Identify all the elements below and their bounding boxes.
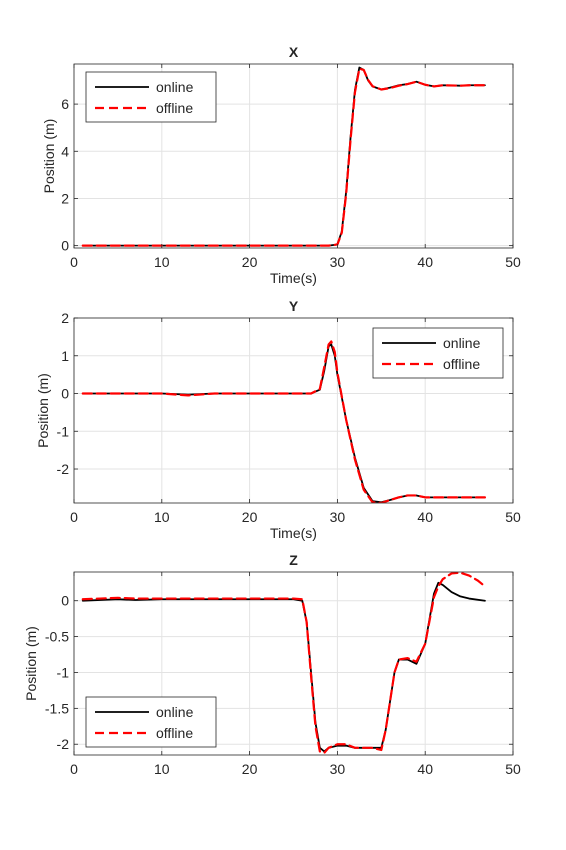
axes-box [73, 63, 514, 249]
x-tick-label: 20 [242, 761, 258, 777]
x-tick-label: 0 [70, 509, 78, 525]
legend: online offline [85, 71, 217, 123]
y-tick-label: -1 [57, 423, 70, 439]
x-tick-label: 40 [417, 761, 433, 777]
legend-label-offline: offline [443, 356, 480, 372]
y-tick-label: 6 [61, 96, 69, 112]
x-tick-label: 30 [330, 761, 346, 777]
x-tick-label: 0 [70, 254, 78, 270]
y-tick-label: 1 [61, 348, 69, 364]
subplot-y: 0 10 20 30 40 50 -2 -1 0 1 2 Y Time(s) Position (m) on… [35, 298, 521, 541]
x-tick-label: 0 [70, 761, 78, 777]
legend: online offline [372, 327, 504, 379]
legend-label-offline: offline [156, 725, 193, 741]
y-tick-label: 2 [61, 190, 69, 206]
y-tick-label: 4 [61, 143, 69, 159]
y-tick-label: 2 [61, 310, 69, 326]
x-tick-label: 30 [330, 509, 346, 525]
x-tick-label: 10 [154, 761, 170, 777]
x-tick-label: 40 [417, 509, 433, 525]
legend-box [85, 71, 217, 123]
y-tick-label: -0.5 [45, 629, 69, 645]
x-tick-label: 50 [505, 761, 521, 777]
x-tick-label: 30 [330, 254, 346, 270]
x-axis-label: Time(s) [270, 270, 317, 286]
x-tick-label: 50 [505, 509, 521, 525]
legend-label-online: online [443, 335, 481, 351]
chart-title: Y [289, 298, 299, 314]
x-tick-label: 10 [154, 254, 170, 270]
axes-box [73, 317, 514, 504]
y-tick-label: 0 [61, 593, 69, 609]
y-tick-label: -1 [57, 664, 70, 680]
y-axis-label: Position (m) [23, 626, 39, 701]
x-axis-label: Time(s) [270, 525, 317, 541]
y-axis-label: Position (m) [41, 119, 57, 194]
legend-label-offline: offline [156, 100, 193, 116]
legend-box [85, 696, 217, 748]
axes-box [73, 571, 514, 756]
chart-title: Z [289, 552, 298, 568]
legend-box [372, 327, 504, 379]
y-tick-label: -2 [57, 736, 70, 752]
y-tick-label: -1.5 [45, 700, 69, 716]
legend: online offline [85, 696, 217, 748]
legend-label-online: online [156, 704, 194, 720]
x-tick-label: 50 [505, 254, 521, 270]
chart-title: X [289, 44, 299, 60]
subplot-x: 0 10 20 30 40 50 0 2 4 6 X Time(s) Position (m) onlin… [41, 44, 521, 286]
y-tick-label: 0 [61, 386, 69, 402]
y-tick-label: 0 [61, 238, 69, 254]
x-tick-label: 40 [417, 254, 433, 270]
series-line-offline [81, 572, 486, 754]
series-line-offline [81, 67, 486, 247]
subplot-z: 0 10 20 30 40 50 -2 -1.5 -1 -0.5 0 Z Position (m) onl… [23, 552, 521, 777]
y-tick-label: -2 [57, 461, 70, 477]
x-tick-label: 20 [242, 254, 258, 270]
legend-label-online: online [156, 79, 194, 95]
series-line-offline [81, 340, 486, 503]
x-tick-label: 20 [242, 509, 258, 525]
x-tick-label: 10 [154, 509, 170, 525]
y-axis-label: Position (m) [35, 373, 51, 448]
